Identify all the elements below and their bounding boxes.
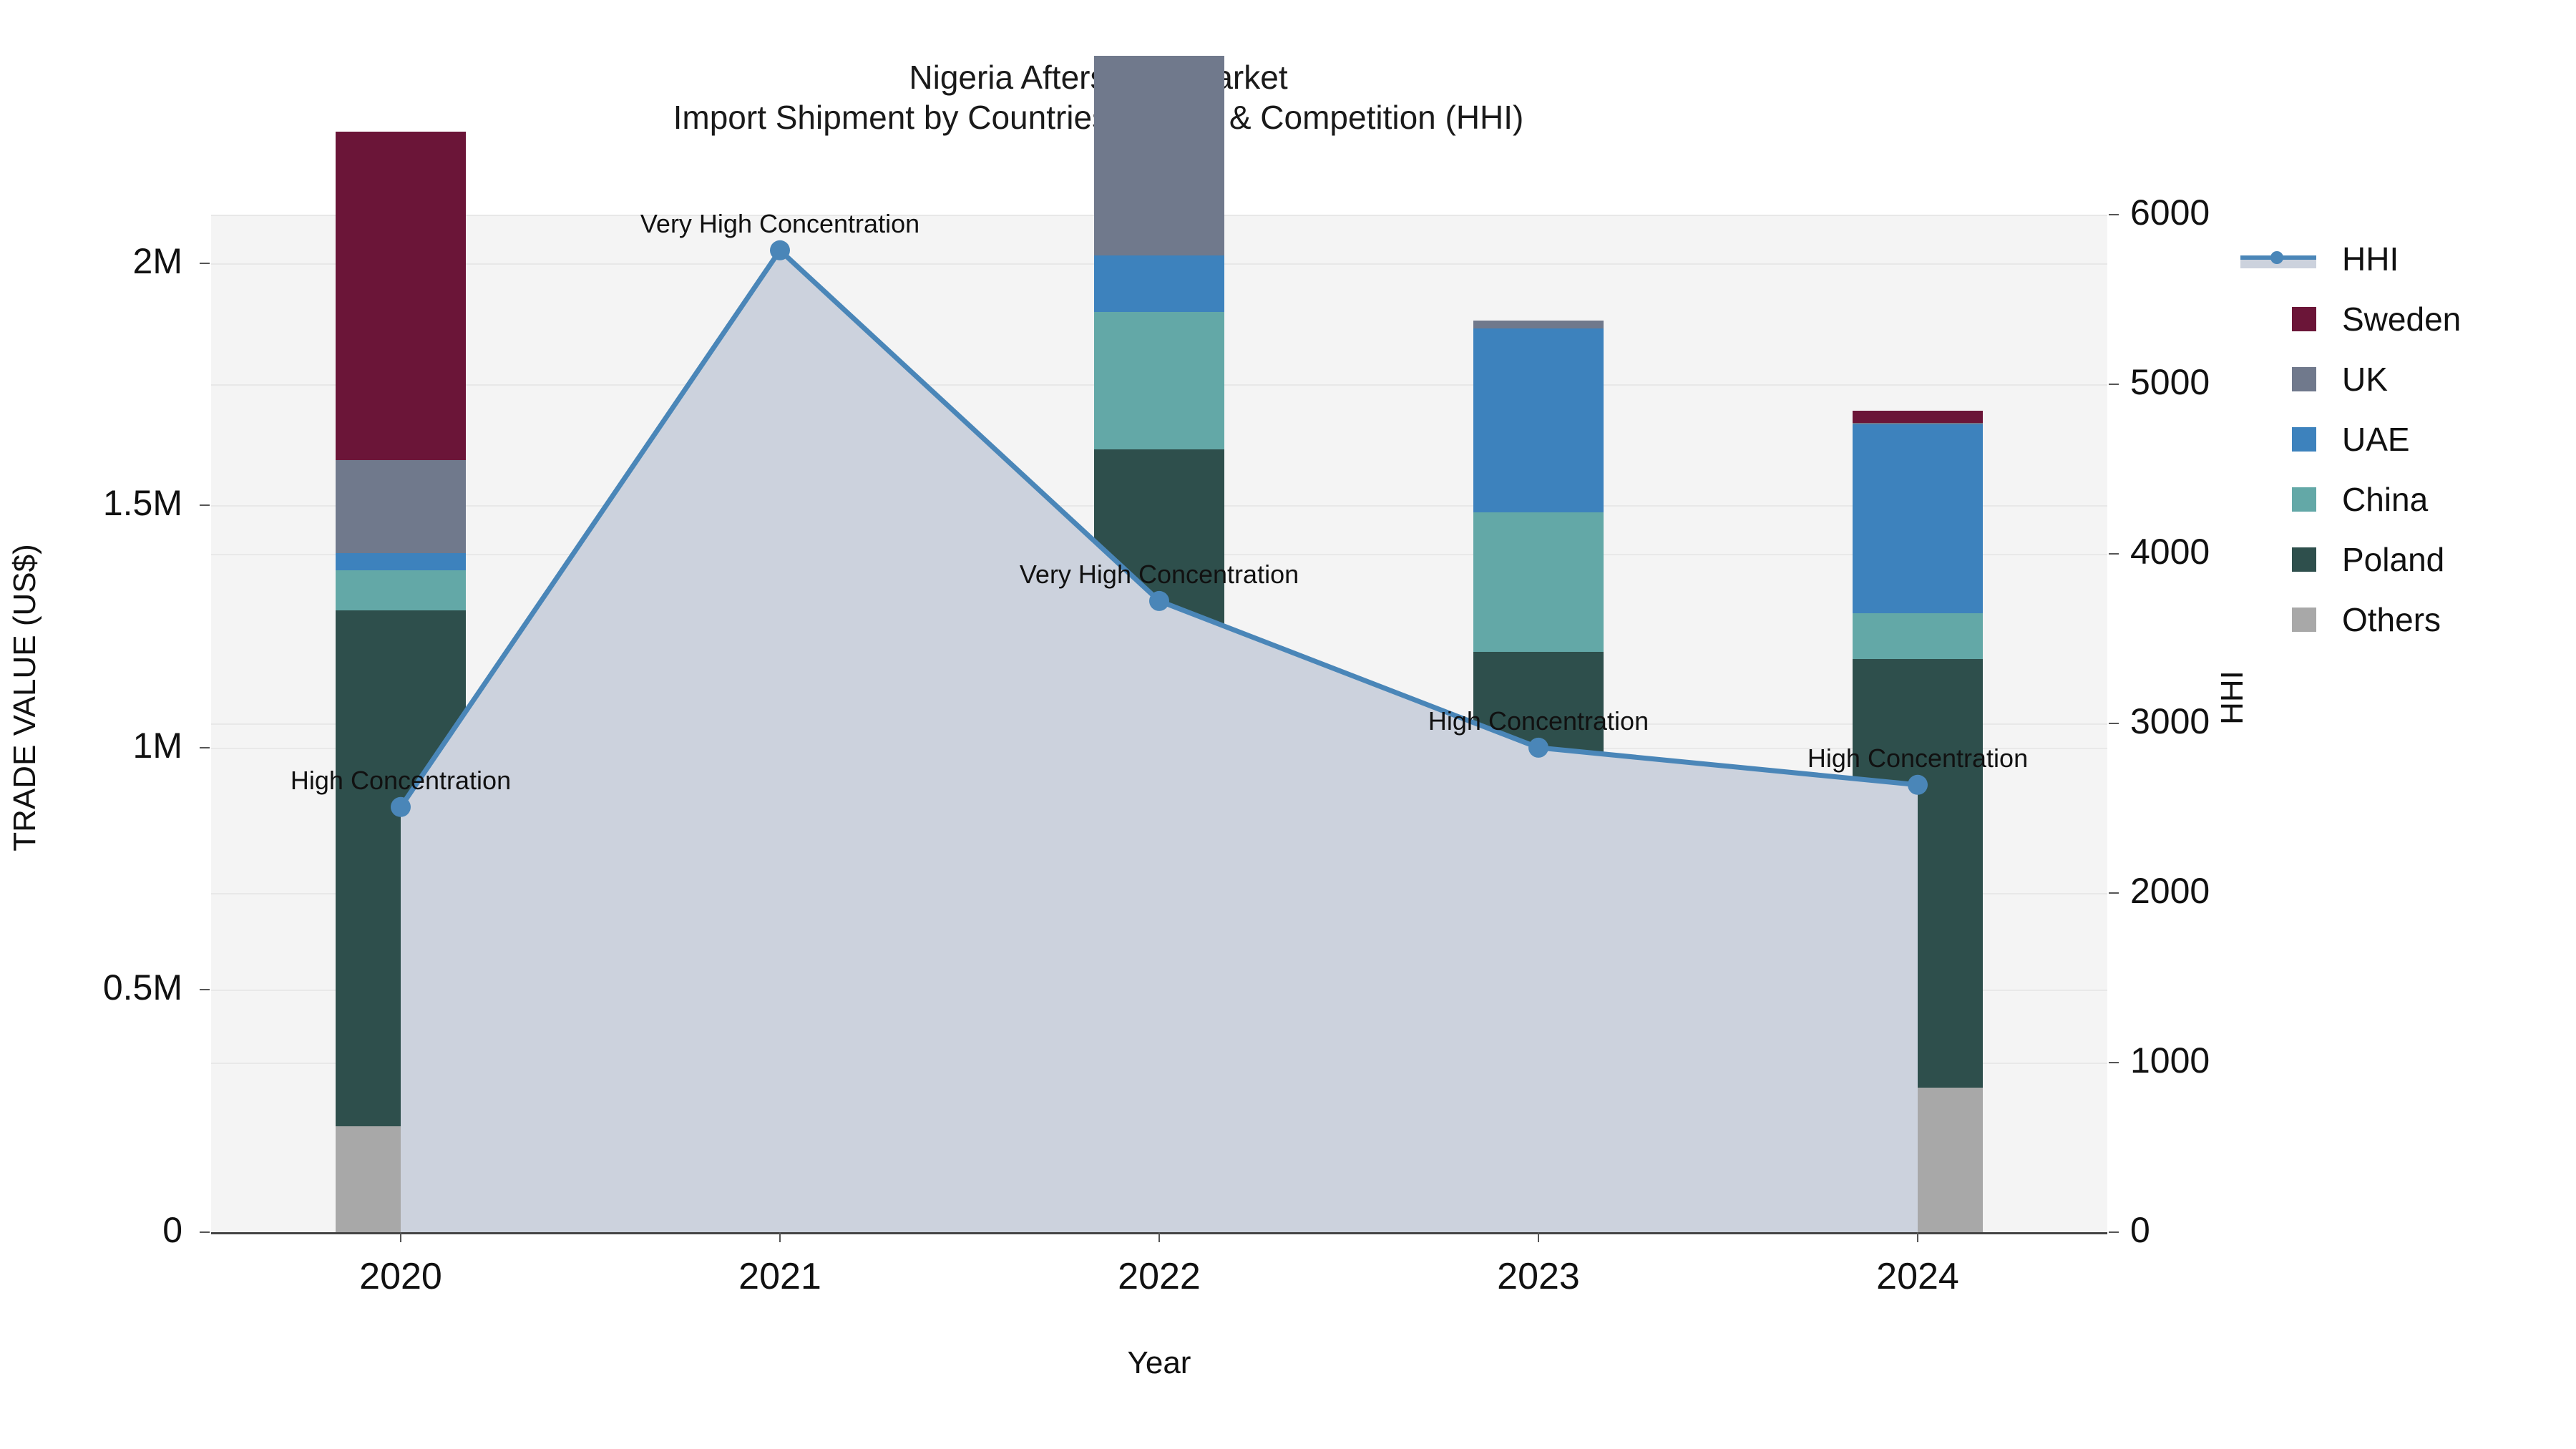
legend-item-sweden[interactable]: Sweden — [2207, 289, 2565, 349]
legend-swatch-china — [2292, 487, 2316, 512]
x-tick-label-2023[interactable]: 2023 — [1497, 1256, 1580, 1297]
legend-item-uk[interactable]: UK — [2207, 349, 2565, 409]
bar-group-2022[interactable] — [1094, 55, 1224, 1232]
bar-segment-uae-2023[interactable] — [1473, 328, 1604, 513]
axis-tick — [779, 1232, 781, 1242]
legend-item-uae[interactable]: UAE — [2207, 409, 2565, 469]
y-left-tick-label: 2M — [132, 240, 182, 281]
axis-tick — [1158, 1232, 1160, 1242]
bar-segment-poland-2024[interactable] — [1853, 658, 1983, 1088]
bar-segment-others-2023[interactable] — [1473, 1083, 1604, 1232]
bar-segment-others-2022[interactable] — [1094, 1146, 1224, 1232]
axis-tick — [2109, 723, 2119, 724]
y-right-tick-label: 3000 — [2130, 701, 2210, 741]
y-left-tick-label: 1.5M — [102, 483, 182, 524]
axis-tick — [400, 1232, 401, 1242]
y-right-tick-label: 1000 — [2130, 1040, 2210, 1080]
axis-tick — [2109, 1062, 2119, 1063]
bar-segment-others-2024[interactable] — [1853, 1088, 1983, 1232]
y-right-tick-label: 2000 — [2130, 871, 2210, 911]
legend-swatch-uk — [2292, 367, 2316, 391]
bar-segment-uae-2021[interactable] — [715, 600, 845, 612]
bar-segment-uk-2021[interactable] — [715, 552, 845, 601]
x-tick-label-2021[interactable]: 2021 — [738, 1256, 821, 1297]
bar-group-2024[interactable] — [1853, 215, 1983, 1232]
legend: HHI Sweden UK UAE China Poland Others — [2207, 229, 2565, 650]
legend-item-china[interactable]: China — [2207, 469, 2565, 530]
y-left-tick-label: 0 — [162, 1210, 182, 1250]
legend-line-icon — [2240, 247, 2316, 271]
legend-label-china: China — [2342, 481, 2429, 518]
bar-segment-sweden-2020[interactable] — [336, 131, 466, 460]
bar-segment-china-2020[interactable] — [336, 570, 466, 611]
axis-tick — [2109, 553, 2119, 555]
bar-segment-uk-2020[interactable] — [336, 459, 466, 553]
y-axis-left-title: TRADE VALUE (US$) — [7, 544, 42, 852]
bar-segment-others-2021[interactable] — [715, 1151, 845, 1232]
bar-segment-uk-2023[interactable] — [1473, 321, 1604, 329]
legend-item-poland[interactable]: Poland — [2207, 530, 2565, 590]
legend-label-others: Others — [2342, 601, 2441, 638]
axis-tick — [200, 989, 210, 991]
axis-tick — [1538, 1232, 1539, 1242]
bar-segment-others-2020[interactable] — [336, 1126, 466, 1232]
legend-swatch-others — [2292, 608, 2316, 632]
legend-label-uae: UAE — [2342, 421, 2410, 458]
axis-tick — [200, 262, 210, 264]
bar-segment-poland-2022[interactable] — [1094, 449, 1224, 1146]
x-tick-label-2020[interactable]: 2020 — [359, 1256, 442, 1297]
legend-label-hhi: HHI — [2342, 240, 2399, 278]
bar-segment-uk-2022[interactable] — [1094, 55, 1224, 255]
bar-segment-china-2022[interactable] — [1094, 312, 1224, 449]
y-left-tick-label: 0.5M — [102, 967, 182, 1008]
axis-tick — [200, 746, 210, 748]
bar-segment-china-2024[interactable] — [1853, 613, 1983, 659]
legend-item-others[interactable]: Others — [2207, 590, 2565, 650]
hhi-annotation-2020: High Concentration — [290, 765, 512, 795]
bar-segment-poland-2020[interactable] — [336, 610, 466, 1127]
bar-group-2021[interactable] — [715, 215, 845, 1232]
y-right-tick-label: 6000 — [2130, 192, 2210, 233]
axis-tick — [200, 504, 210, 507]
hhi-annotation-2023: High Concentration — [1428, 706, 1649, 736]
bar-segment-uae-2020[interactable] — [336, 552, 466, 571]
bar-segment-sweden-2024[interactable] — [1853, 410, 1983, 423]
legend-swatch-uae — [2292, 427, 2316, 452]
bar-segment-uae-2024[interactable] — [1853, 424, 1983, 613]
y-right-tick-label: 4000 — [2130, 532, 2210, 572]
axis-tick — [2109, 1231, 2119, 1233]
bar-segment-poland-2021[interactable] — [715, 643, 845, 1151]
legend-swatch-poland — [2292, 547, 2316, 572]
axis-tick — [2109, 214, 2119, 215]
hhi-annotation-2022: Very High Concentration — [1019, 559, 1299, 589]
axis-tick — [2109, 892, 2119, 894]
legend-label-poland: Poland — [2342, 541, 2445, 578]
bar-segment-china-2021[interactable] — [715, 611, 845, 644]
axis-tick — [2109, 384, 2119, 385]
x-tick-label-2022[interactable]: 2022 — [1118, 1256, 1201, 1297]
legend-label-uk: UK — [2342, 361, 2388, 398]
hhi-annotation-2021: Very High Concentration — [640, 208, 920, 238]
legend-label-sweden: Sweden — [2342, 301, 2462, 338]
bar-group-2020[interactable] — [336, 131, 466, 1232]
hhi-annotation-2024: High Concentration — [1807, 743, 2029, 773]
y-left-tick-label: 1M — [132, 725, 182, 766]
axis-tick — [1917, 1232, 1918, 1242]
bar-segment-china-2023[interactable] — [1473, 512, 1604, 653]
bar-segment-uae-2022[interactable] — [1094, 255, 1224, 313]
legend-item-hhi[interactable]: HHI — [2207, 229, 2565, 289]
x-tick-label-2024[interactable]: 2024 — [1876, 1256, 1959, 1297]
y-right-tick-label: 0 — [2130, 1210, 2150, 1250]
y-right-tick-label: 5000 — [2130, 362, 2210, 402]
legend-swatch-sweden — [2292, 307, 2316, 331]
x-axis-title: Year — [1127, 1345, 1191, 1380]
axis-tick — [200, 1231, 210, 1233]
bar-segment-uk-2024[interactable] — [1853, 422, 1983, 424]
plot-area — [211, 55, 2107, 1234]
